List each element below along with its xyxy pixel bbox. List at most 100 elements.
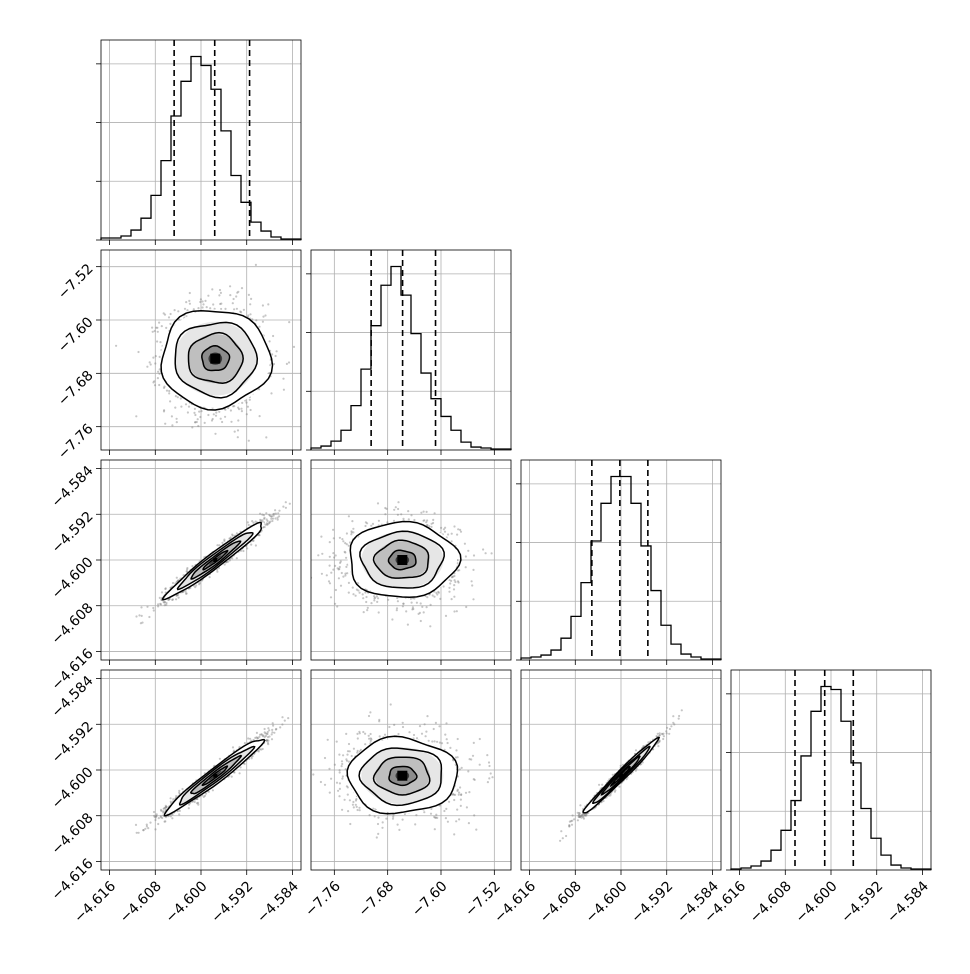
panel-frame [311,250,511,450]
scatter-point [174,309,176,311]
scatter-point [200,298,202,300]
scatter-point [178,597,180,599]
scatter-point [277,512,279,514]
scatter-point [395,506,397,508]
histogram-step [311,267,511,450]
density-peak [213,558,217,562]
scatter-point [303,587,305,589]
scatter-point [194,414,196,416]
scatter-point [230,409,232,411]
scatter-point [348,592,350,594]
scatter-point [269,521,271,523]
scatter-point [247,737,249,739]
scatter-point [161,325,163,327]
scatter-point [412,606,414,608]
scatter-point [485,552,487,554]
scatter-point [266,518,268,520]
scatter-point [351,531,353,533]
scatter-point [193,308,195,310]
scatter-point [397,501,399,503]
scatter-point [272,335,274,337]
scatter-point [202,463,204,465]
scatter-point [334,603,336,605]
scatter-point [397,600,399,602]
scatter-point [194,408,196,410]
scatter-point [168,392,170,394]
scatter-point [255,264,257,266]
scatter-point [289,503,291,505]
scatter-point [444,531,446,533]
scatter-point [340,585,342,587]
scatter-panel-0-3 [96,670,301,875]
scatter-point [255,521,257,523]
scatter-point [256,732,258,734]
scatter-point [237,407,239,409]
scatter-point [236,532,238,534]
scatter-point [346,572,348,574]
scatter-point [345,557,347,559]
scatter-point [293,346,295,348]
scatter-point [223,539,225,541]
scatter-point [241,402,243,404]
scatter-point [188,406,190,408]
scatter-point [264,526,266,528]
scatter-point [197,307,199,309]
scatter-point [386,521,388,523]
scatter-point [453,584,455,586]
scatter-point [232,746,234,748]
scatter-point [247,406,249,408]
scatter-point [186,309,188,311]
scatter-point [329,556,331,558]
scatter-point [458,569,460,571]
scatter-point [345,566,347,568]
scatter-point [420,602,422,604]
scatter-point [218,544,220,546]
scatter-point [445,615,447,617]
scatter-point [250,409,252,411]
scatter-point [160,603,162,605]
scatter-point [230,421,232,423]
scatter-point [397,508,399,510]
scatter-point [165,604,167,606]
scatter-point [236,557,238,559]
scatter-point [154,362,156,364]
scatter-point [191,426,193,428]
scatter-point [271,733,273,735]
scatter-point [276,350,278,352]
scatter-point [387,599,389,601]
scatter-point [207,295,209,297]
scatter-point [150,363,152,365]
scatter-point [444,527,446,529]
scatter-point [215,412,217,414]
scatter-point [465,555,467,557]
scatter-point [212,418,214,420]
scatter-point [430,526,432,528]
scatter-point [465,606,467,608]
scatter-point [247,314,249,316]
scatter-point [200,410,202,412]
scatter-point [234,431,236,433]
scatter-point [451,540,453,542]
scatter-point [460,531,462,533]
scatter-point [176,577,178,579]
scatter-point [255,544,257,546]
scatter-point [456,610,458,612]
scatter-point [115,345,117,347]
scatter-point [449,582,451,584]
scatter-point [364,525,366,527]
scatter-point [278,515,280,517]
scatter-point [266,524,268,526]
scatter-point [248,294,250,296]
scatter-point [248,440,250,442]
scatter-point [328,580,330,582]
scatter-point [262,304,264,306]
scatter-point [194,586,196,588]
scatter-point [194,421,196,423]
scatter-point [273,513,275,515]
scatter-point [151,327,153,329]
scatter-point [263,517,265,519]
scatter-point [448,591,450,593]
scatter-point [372,523,374,525]
scatter-point [197,425,199,427]
scatter-point [135,415,137,417]
